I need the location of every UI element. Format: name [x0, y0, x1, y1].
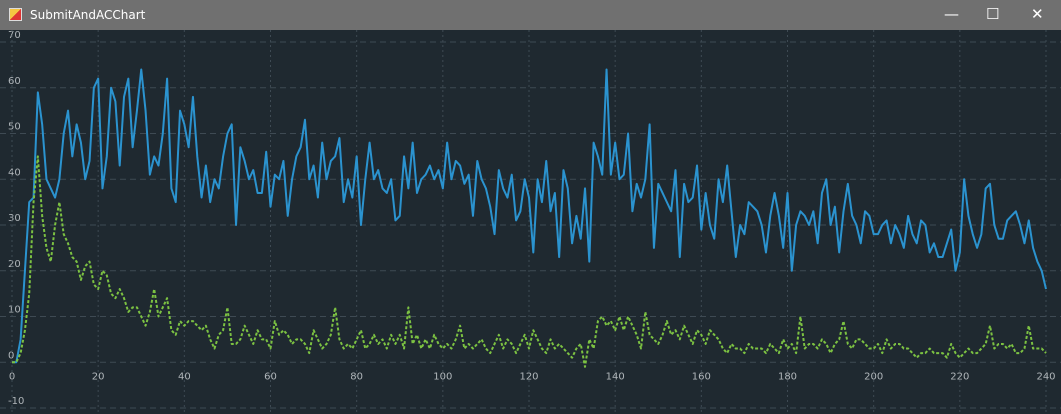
x-tick-label: 0 [9, 371, 15, 382]
y-tick-label: 40 [8, 167, 21, 178]
x-tick-label: 40 [178, 371, 191, 382]
x-tick-label: 180 [778, 371, 797, 382]
x-tick-label: 80 [350, 371, 363, 382]
minimize-button[interactable]: — [944, 5, 959, 23]
y-tick-label: -10 [8, 396, 24, 407]
series-line [12, 68, 1047, 364]
x-tick-label: 200 [864, 371, 883, 382]
y-tick-label: 50 [8, 122, 21, 133]
series-line [12, 155, 1047, 368]
x-tick-label: 240 [1036, 371, 1055, 382]
x-tick-label: 220 [950, 371, 969, 382]
x-tick-label: 100 [433, 371, 452, 382]
x-tick-label: 160 [692, 371, 711, 382]
y-tick-label: 0 [8, 350, 14, 361]
x-tick-label: 60 [264, 371, 277, 382]
y-tick-label: 60 [8, 76, 21, 87]
y-tick-label: 30 [8, 213, 21, 224]
x-tick-label: 140 [606, 371, 625, 382]
x-tick-label: 120 [519, 371, 538, 382]
chart: -10 0 10 20 30 40 50 60 70 0 20 40 60 80 100 120 140 160 1… [0, 30, 1061, 414]
window-title: SubmitAndACChart [30, 8, 146, 22]
y-tick-label: 20 [8, 259, 21, 270]
app-icon [9, 8, 22, 21]
x-tick-label: 20 [92, 371, 105, 382]
y-tick-label: 10 [8, 305, 21, 316]
maximize-button[interactable]: ☐ [986, 5, 1000, 23]
close-button[interactable]: ✕ [1031, 5, 1044, 23]
y-tick-label: 70 [8, 30, 21, 41]
title-bar: SubmitAndACChart — ☐ ✕ [0, 0, 1061, 30]
